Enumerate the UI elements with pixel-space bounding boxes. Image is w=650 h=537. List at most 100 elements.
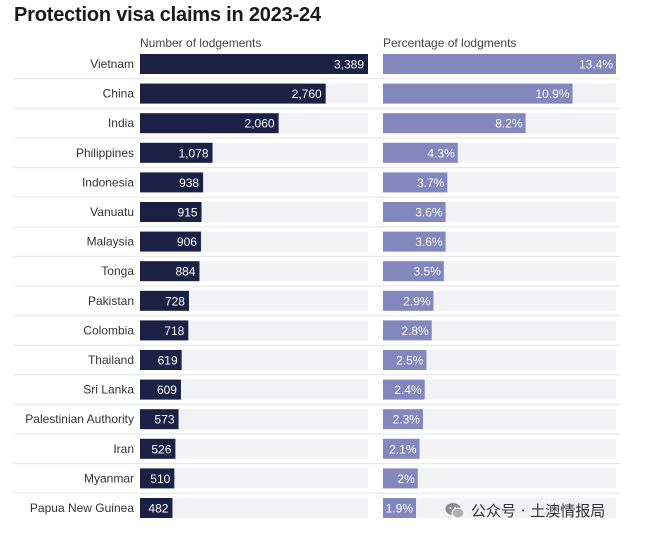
percentage-bar [383, 54, 616, 74]
percentage-value-label: 3.5% [413, 265, 441, 279]
bar-track [383, 320, 616, 341]
percentage-bar [383, 142, 458, 163]
percentage-bar [383, 350, 427, 370]
chart-title: Protection visa claims in 2023-24 [14, 4, 321, 26]
lodgement-value-label: 938 [179, 176, 199, 190]
category-label: Pakistan [88, 294, 134, 308]
lodgement-bar [140, 142, 213, 163]
percentage-value-label: 2.5% [396, 354, 424, 368]
lodgement-value-label: 3,389 [334, 58, 364, 72]
category-label: Philippines [76, 146, 134, 160]
percentage-bar [383, 172, 448, 193]
category-label: China [103, 87, 135, 101]
category-label: Vietnam [90, 57, 134, 71]
bar-track [140, 498, 368, 518]
lodgement-bar [140, 379, 181, 400]
percentage-value-label: 3.6% [415, 206, 443, 220]
bar-track [383, 350, 616, 370]
percentage-value-label: 2.3% [393, 413, 421, 427]
lodgement-value-label: 718 [164, 324, 184, 338]
series-header-lodgements: Number of lodgements [140, 36, 262, 50]
percentage-value-label: 1.9% [386, 502, 414, 516]
lodgement-value-label: 510 [150, 472, 170, 486]
lodgement-value-label: 2,760 [292, 87, 322, 101]
percentage-bar [383, 320, 432, 341]
bar-track [383, 409, 616, 430]
lodgement-bar [140, 409, 179, 430]
percentage-bar [383, 83, 573, 104]
bar-track [383, 290, 616, 311]
lodgement-value-label: 526 [151, 442, 171, 456]
percentage-bar [383, 231, 446, 252]
lodgement-bar [140, 83, 326, 104]
percentage-bar [383, 468, 418, 489]
lodgement-value-label: 728 [165, 294, 185, 308]
bar-track [140, 438, 368, 459]
percentage-value-label: 8.2% [495, 117, 523, 131]
bar-track [140, 350, 368, 370]
bar-track [140, 468, 368, 489]
lodgement-value-label: 482 [148, 502, 168, 516]
percentage-value-label: 3.7% [417, 176, 445, 190]
percentage-value-label: 2.1% [389, 442, 417, 456]
lodgement-bar [140, 54, 368, 74]
category-label: Myanmar [84, 471, 134, 485]
percentage-value-label: 13.4% [579, 58, 613, 72]
percentage-bar [383, 261, 444, 282]
lodgement-bar [140, 261, 200, 282]
percentage-value-label: 10.9% [535, 87, 569, 101]
lodgement-bar [140, 290, 189, 311]
watermark-text: 公众号 · 土澳情报局 [471, 502, 606, 520]
lodgement-bar [140, 498, 173, 518]
category-label: Sri Lanka [83, 383, 134, 397]
percentage-value-label: 2.9% [403, 294, 431, 308]
lodgement-bar [140, 320, 189, 341]
category-label: India [108, 116, 134, 130]
percentage-value-label: 2.4% [394, 383, 422, 397]
category-label: Tonga [101, 264, 134, 278]
percentage-value-label: 2.8% [401, 324, 429, 338]
lodgement-value-label: 573 [155, 413, 175, 427]
category-label: Malaysia [87, 235, 135, 249]
category-label: Palestinian Authority [25, 412, 134, 426]
bar-track [383, 438, 616, 459]
lodgement-bar [140, 113, 279, 134]
wechat-icon [445, 502, 465, 520]
category-label: Vanuatu [90, 205, 134, 219]
lodgement-value-label: 1,078 [178, 146, 208, 160]
lodgement-value-label: 915 [178, 206, 198, 220]
category-label: Thailand [88, 353, 134, 367]
series-header-percentage: Percentage of lodgments [383, 36, 517, 50]
bar-track [140, 290, 368, 311]
lodgement-value-label: 884 [175, 265, 195, 279]
lodgement-value-label: 609 [157, 383, 177, 397]
bar-track [383, 468, 616, 489]
bar-track [383, 379, 616, 400]
percentage-bar [383, 438, 420, 459]
lodgement-bar [140, 350, 182, 370]
watermark: 公众号 · 土澳情报局 [445, 500, 605, 521]
lodgement-value-label: 2,060 [245, 117, 275, 131]
category-label: Indonesia [82, 175, 134, 189]
category-label: Colombia [83, 323, 134, 337]
lodgement-bar [140, 172, 204, 193]
percentage-bar [383, 409, 423, 430]
percentage-value-label: 4.3% [427, 146, 455, 160]
percentage-bar [383, 379, 425, 400]
lodgement-bar [140, 202, 202, 222]
bar-track [140, 379, 368, 400]
lodgement-bar [140, 231, 201, 252]
percentage-bar [383, 498, 417, 518]
percentage-value-label: 3.6% [415, 235, 443, 249]
bar-track [140, 409, 368, 430]
percentage-bar [383, 202, 446, 222]
category-label: Iran [113, 442, 134, 456]
bar-track [140, 320, 368, 341]
bar-track [383, 498, 616, 518]
percentage-bar [383, 113, 526, 134]
lodgement-bar [140, 438, 176, 459]
percentage-value-label: 2% [397, 472, 415, 486]
lodgement-value-label: 906 [177, 235, 197, 249]
lodgement-value-label: 619 [158, 354, 178, 368]
